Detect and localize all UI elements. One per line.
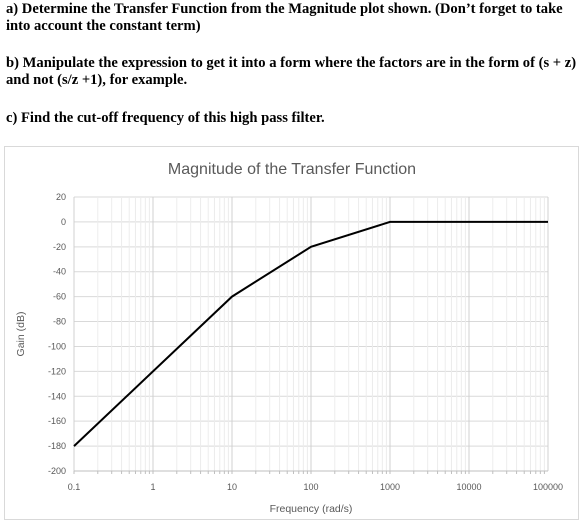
magnitude-chart [4, 146, 579, 520]
y-tick-label: 20 [56, 192, 66, 202]
x-tick-label: 10 [227, 482, 237, 492]
x-axis-label: Frequency (rad/s) [270, 503, 353, 515]
chart-title: Magnitude of the Transfer Function [168, 161, 416, 178]
x-tick-label: 10000 [456, 482, 481, 492]
x-tick-labels: 0.1 1 10 100 1000 10000 100000 [68, 482, 563, 492]
x-tick-label: 100 [303, 482, 318, 492]
x-tick-label: 1000 [380, 482, 400, 492]
question-b: b) Manipulate the expression to get it i… [6, 55, 577, 88]
y-axis-label: Gain (dB) [15, 312, 27, 357]
x-tick-label: 0.1 [68, 482, 81, 492]
y-tick-label: -200 [48, 466, 66, 476]
y-tick-label: -80 [53, 317, 66, 327]
question-c: c) Find the cut-off frequency of this hi… [6, 110, 325, 126]
y-tick-label: -40 [53, 267, 66, 277]
y-tick-label: -60 [53, 292, 66, 302]
y-tick-label: -120 [48, 366, 66, 376]
y-tick-label: -160 [48, 416, 66, 426]
question-a: a) Determine the Transfer Function from … [6, 1, 563, 34]
chart-grid [73, 196, 549, 474]
y-tick-label: -100 [48, 341, 66, 351]
y-tick-label: -20 [53, 242, 66, 252]
y-tick-label: -180 [48, 441, 66, 451]
magnitude-series-line [73, 220, 548, 447]
x-tick-label: 1 [150, 482, 155, 492]
y-tick-label: -140 [48, 391, 66, 401]
y-tick-label: 0 [61, 217, 66, 227]
x-tick-label: 100000 [533, 482, 563, 492]
y-tick-labels: 20 0 -20 -40 -60 -80 -100 -120 -140 -160 -180 -200 [48, 192, 66, 476]
